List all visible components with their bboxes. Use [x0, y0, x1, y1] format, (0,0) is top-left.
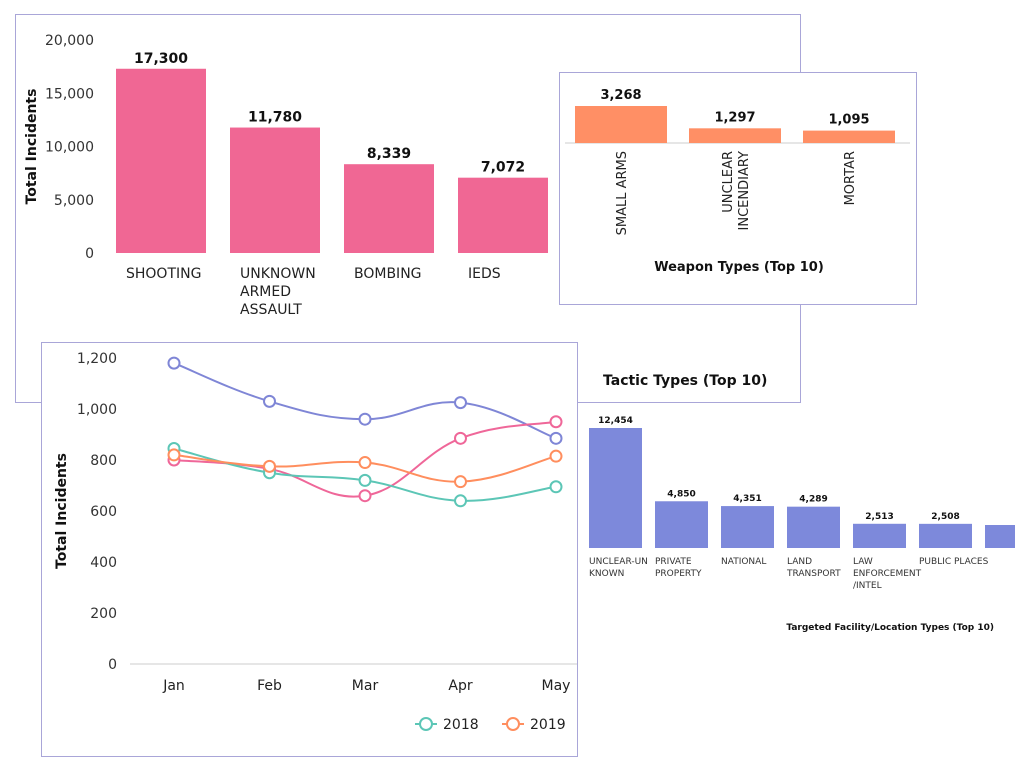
y-tick-label: 1,000 — [77, 402, 117, 418]
y-tick-label: 20,000 — [45, 33, 94, 49]
x-tick-label: INCENDIARY — [737, 151, 752, 231]
x-tick-label: SMALL ARMS — [615, 151, 630, 235]
data-label: 3,268 — [600, 88, 641, 103]
x-tick-label: TRANSPORT — [786, 569, 841, 579]
data-point[interactable] — [454, 494, 467, 508]
data-point[interactable] — [358, 473, 372, 487]
bar[interactable] — [803, 130, 895, 143]
x-tick-label: IEDS — [468, 266, 501, 282]
bar[interactable] — [458, 177, 548, 253]
y-tick-label: 15,000 — [45, 86, 94, 102]
x-tick-label: ARMED — [240, 284, 291, 300]
y-tick-label: 0 — [108, 657, 117, 673]
location-types-panel: 12,454 UNCLEAR-UN KNOWN 4,850 PRIVATE PROPERT… — [578, 405, 1024, 645]
location-types-chart: 12,454 UNCLEAR-UN KNOWN 4,850 PRIVATE PROPERT… — [589, 416, 1015, 633]
legend-marker[interactable] — [419, 717, 433, 731]
bar[interactable] — [230, 127, 320, 253]
x-tick-label: Mar — [352, 678, 379, 694]
x-tick-label: UNCLEAR — [721, 151, 736, 213]
y-axis-label: Total Incidents — [54, 453, 70, 569]
y-tick-label: 400 — [90, 555, 117, 571]
data-point[interactable] — [454, 431, 467, 445]
x-tick-label: ENFORCEMENT — [853, 569, 922, 579]
y-tick-label: 600 — [90, 504, 117, 520]
chart-title: Tactic Types (Top 10) — [603, 373, 767, 389]
data-point[interactable] — [549, 431, 563, 445]
tactic-types-chart: 0 5,000 10,000 15,000 20,000 Total Incidents 1… — [24, 33, 767, 389]
weapon-types-chart: 3,268 SMALL ARMS 1,297 UNCLEAR INCENDIARY 1,0… — [565, 88, 910, 275]
data-point[interactable] — [358, 412, 372, 426]
bar[interactable] — [721, 506, 774, 548]
monthly-incidents-chart: 0 200 400 600 800 1,000 1,200 Total Incidents Ja… — [54, 351, 577, 733]
y-tick-label: 200 — [90, 606, 117, 622]
data-label: 2,508 — [931, 512, 959, 522]
data-point[interactable] — [549, 449, 563, 463]
monthly-incidents-panel: 0 200 400 600 800 1,000 1,200 Total Incidents Ja… — [41, 342, 578, 757]
data-label: 4,850 — [667, 489, 695, 499]
x-tick-label: /INTEL — [853, 581, 882, 591]
legend-marker[interactable] — [506, 717, 520, 731]
x-tick-label: Apr — [448, 678, 472, 694]
y-axis-label: Total Incidents — [24, 89, 40, 205]
data-label: 2,513 — [865, 512, 893, 522]
bar[interactable] — [116, 68, 206, 253]
x-tick-label: UNCLEAR-UN — [589, 557, 648, 567]
data-point[interactable] — [454, 396, 467, 410]
x-tick-label: UNKNOWN — [240, 266, 316, 282]
weapon-types-panel: 3,268 SMALL ARMS 1,297 UNCLEAR INCENDIARY 1,0… — [559, 72, 917, 305]
x-tick-label: KNOWN — [589, 569, 624, 579]
data-point[interactable] — [167, 356, 181, 370]
series-line[interactable] — [173, 362, 557, 440]
data-label: 7,072 — [481, 160, 525, 176]
bar[interactable] — [344, 164, 434, 253]
y-tick-label: 800 — [90, 453, 117, 469]
x-tick-label: PUBLIC PLACES — [919, 557, 989, 567]
y-tick-label: 10,000 — [45, 140, 94, 156]
y-tick-label: 1,200 — [77, 351, 117, 367]
data-point[interactable] — [263, 459, 276, 473]
chart-title: Weapon Types (Top 10) — [654, 260, 824, 275]
data-label: 1,297 — [714, 110, 755, 125]
data-label: 8,339 — [367, 146, 411, 162]
data-point[interactable] — [358, 489, 372, 503]
data-point[interactable] — [263, 394, 276, 408]
data-label: 4,351 — [733, 494, 761, 504]
x-tick-label: LAND — [787, 557, 812, 567]
legend-label: 2019 — [530, 717, 566, 733]
legend-label: 2018 — [443, 717, 479, 733]
bar-partial[interactable] — [985, 525, 1015, 548]
x-tick-label: Feb — [257, 678, 282, 694]
bar[interactable] — [575, 106, 667, 143]
data-point[interactable] — [549, 480, 563, 494]
chart-title: Targeted Facility/Location Types (Top 10… — [786, 623, 994, 633]
data-point[interactable] — [454, 475, 467, 489]
x-tick-label: LAW — [853, 557, 873, 567]
data-label: 4,289 — [799, 495, 827, 505]
data-point[interactable] — [549, 415, 563, 429]
bar[interactable] — [689, 128, 781, 143]
y-tick-label: 0 — [85, 246, 94, 262]
x-tick-label: ASSAULT — [240, 302, 302, 318]
bar[interactable] — [853, 523, 906, 548]
bar[interactable] — [655, 501, 708, 548]
data-label: 11,780 — [248, 110, 302, 126]
x-tick-label: MORTAR — [843, 151, 858, 205]
x-tick-label: Jan — [162, 678, 185, 694]
bar[interactable] — [589, 428, 642, 548]
bar[interactable] — [919, 523, 972, 548]
x-tick-label: PRIVATE — [655, 557, 692, 567]
x-tick-label: NATIONAL — [721, 557, 766, 567]
data-point[interactable] — [167, 448, 181, 462]
x-tick-label: PROPERTY — [655, 569, 702, 579]
x-tick-label: SHOOTING — [126, 266, 201, 282]
x-tick-label: BOMBING — [354, 266, 422, 282]
data-label: 12,454 — [598, 416, 633, 426]
data-label: 17,300 — [134, 51, 188, 67]
bar[interactable] — [787, 506, 840, 548]
y-tick-label: 5,000 — [54, 193, 94, 209]
x-tick-label: May — [542, 678, 571, 694]
data-point[interactable] — [358, 456, 372, 470]
data-label: 1,095 — [828, 113, 869, 128]
